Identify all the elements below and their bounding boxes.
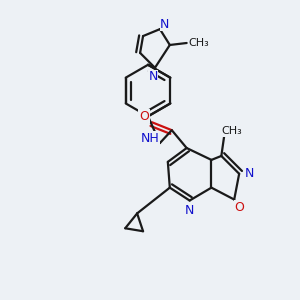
Text: O: O	[139, 110, 149, 123]
Text: N: N	[185, 204, 194, 217]
Text: N: N	[148, 70, 158, 83]
Text: O: O	[234, 201, 244, 214]
Text: CH₃: CH₃	[222, 126, 243, 136]
Text: N: N	[244, 167, 254, 180]
Text: CH₃: CH₃	[188, 38, 209, 48]
Text: NH: NH	[141, 132, 159, 145]
Text: N: N	[160, 18, 170, 31]
